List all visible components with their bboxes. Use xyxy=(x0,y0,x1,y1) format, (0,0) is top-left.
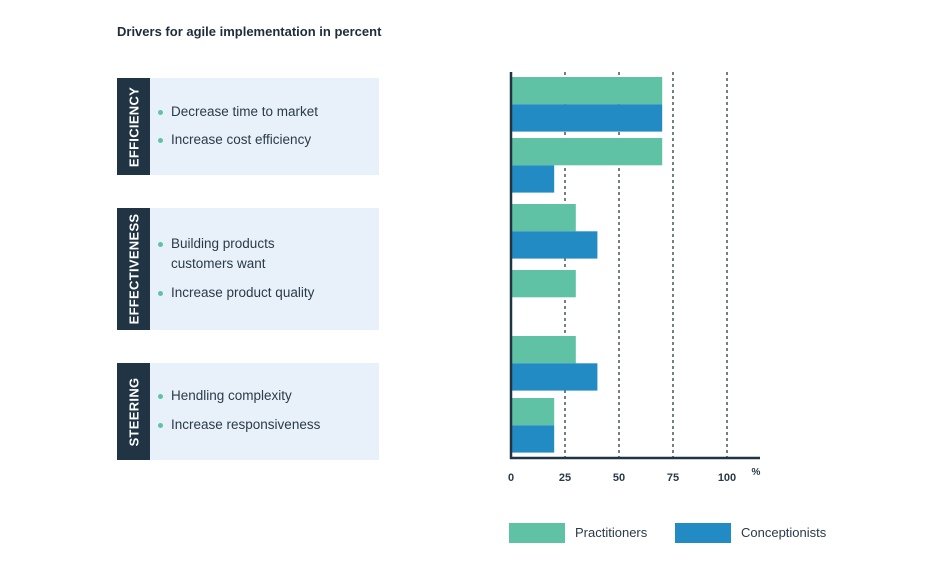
bar-practitioners xyxy=(511,270,576,298)
bar-conceptionists xyxy=(511,104,663,132)
legend-label-conceptionists: Conceptionists xyxy=(741,525,827,540)
list-item: Increase responsiveness xyxy=(158,415,351,435)
bar-practitioners xyxy=(511,77,663,105)
legend-swatch-practitioners xyxy=(509,523,565,543)
x-tick-label: 75 xyxy=(667,472,679,484)
bar-conceptionists xyxy=(511,363,598,391)
list-item: Hendling complexity xyxy=(158,386,351,406)
x-tick-label: 50 xyxy=(613,472,625,484)
group-tag: EFFICIENCY xyxy=(117,78,150,175)
x-tick-label: 25 xyxy=(559,472,571,484)
group-effectiveness: EFFECTIVENESS Building products customer… xyxy=(117,208,379,330)
list-item: Increase product quality xyxy=(158,283,351,303)
group-efficiency: EFFICIENCY Decrease time to market Incre… xyxy=(117,78,379,175)
list-item: Decrease time to market xyxy=(158,102,351,122)
chart-title: Drivers for agile implementation in perc… xyxy=(117,24,382,39)
group-tag: STEERING xyxy=(117,363,150,460)
x-tick-label: 100 xyxy=(718,472,736,484)
legend-swatch-conceptionists xyxy=(675,523,731,543)
legend-label-practitioners: Practitioners xyxy=(575,525,648,540)
bar-practitioners xyxy=(511,336,576,364)
bar-practitioners xyxy=(511,204,576,232)
bar-practitioners xyxy=(511,138,663,166)
list-item: Increase cost efficiency xyxy=(158,130,351,150)
bar-conceptionists xyxy=(511,231,598,259)
group-tag: EFFECTIVENESS xyxy=(117,208,150,330)
bar-practitioners xyxy=(511,398,555,426)
bar-conceptionists xyxy=(511,425,555,453)
bar-conceptionists xyxy=(511,165,555,193)
list-item: Building products customers want xyxy=(158,234,301,274)
x-tick-label: 0 xyxy=(508,472,514,484)
group-steering: STEERING Hendling complexity Increase re… xyxy=(117,363,379,460)
x-unit-label: % xyxy=(752,467,761,478)
